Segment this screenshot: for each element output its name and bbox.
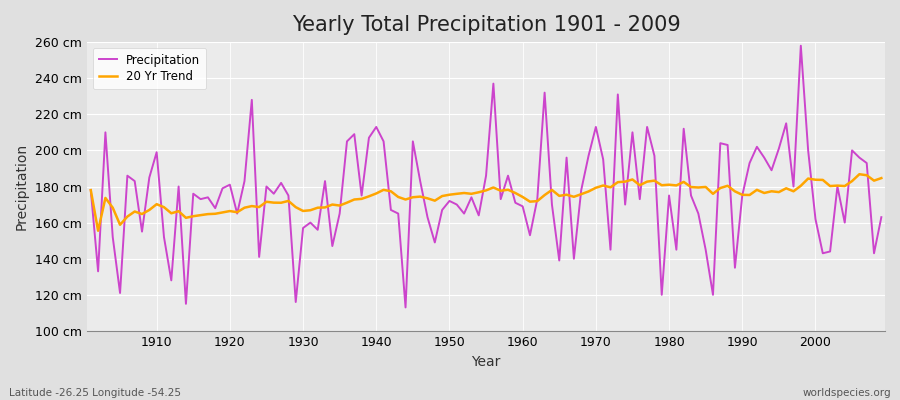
20 Yr Trend bbox=[151, 202, 162, 206]
Precipitation bbox=[876, 215, 886, 220]
Precipitation bbox=[144, 175, 155, 180]
Precipitation bbox=[86, 188, 96, 192]
20 Yr Trend bbox=[876, 176, 886, 180]
20 Yr Trend bbox=[612, 180, 623, 184]
Y-axis label: Precipitation: Precipitation bbox=[15, 143, 29, 230]
20 Yr Trend bbox=[86, 188, 96, 192]
X-axis label: Year: Year bbox=[472, 355, 500, 369]
Precipitation bbox=[349, 132, 360, 136]
Precipitation bbox=[518, 204, 528, 209]
Precipitation bbox=[796, 43, 806, 48]
Precipitation bbox=[305, 220, 316, 225]
20 Yr Trend bbox=[93, 228, 104, 233]
20 Yr Trend bbox=[518, 194, 528, 199]
20 Yr Trend bbox=[525, 199, 535, 204]
Line: Precipitation: Precipitation bbox=[91, 46, 881, 308]
Precipitation bbox=[400, 305, 411, 310]
Title: Yearly Total Precipitation 1901 - 2009: Yearly Total Precipitation 1901 - 2009 bbox=[292, 15, 680, 35]
Precipitation bbox=[525, 233, 535, 238]
20 Yr Trend bbox=[312, 205, 323, 210]
Text: Latitude -26.25 Longitude -54.25: Latitude -26.25 Longitude -54.25 bbox=[9, 388, 181, 398]
Precipitation bbox=[612, 92, 623, 97]
20 Yr Trend bbox=[356, 196, 367, 201]
20 Yr Trend bbox=[854, 172, 865, 177]
Text: worldspecies.org: worldspecies.org bbox=[803, 388, 891, 398]
Line: 20 Yr Trend: 20 Yr Trend bbox=[91, 174, 881, 231]
Legend: Precipitation, 20 Yr Trend: Precipitation, 20 Yr Trend bbox=[93, 48, 206, 89]
